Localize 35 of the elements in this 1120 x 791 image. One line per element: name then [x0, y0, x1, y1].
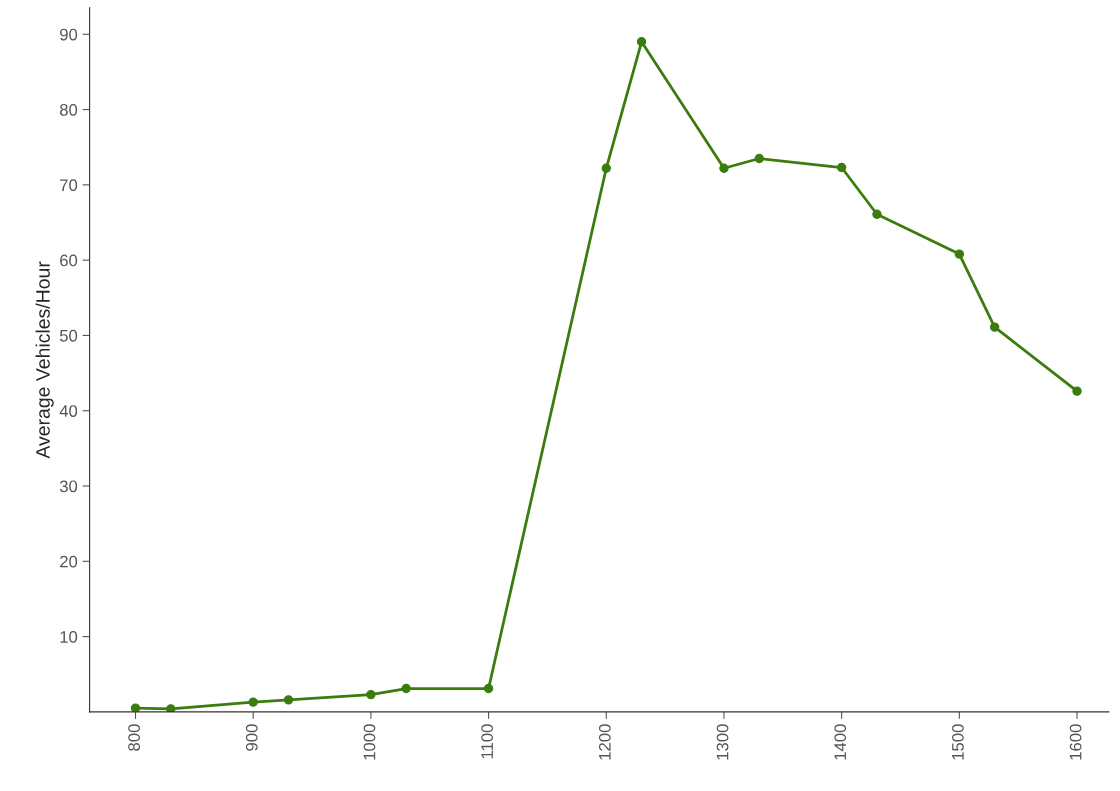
point — [401, 683, 411, 694]
y-axis-title: Average Vehicles/Hour — [35, 261, 54, 459]
y-tick-label: 60 — [60, 254, 78, 267]
x-tick-label: 1600 — [1069, 724, 1082, 760]
point — [836, 162, 847, 173]
x-tick-label: 1300 — [716, 724, 729, 760]
y-tick-label: 30 — [59, 480, 78, 493]
point — [989, 322, 1000, 332]
x-tick-label: 1100 — [481, 724, 494, 759]
point — [483, 683, 494, 694]
x-tick-label: 1000 — [363, 724, 376, 760]
point — [166, 704, 176, 712]
x-tick-label: 800 — [128, 724, 140, 751]
y-tick-label: 70 — [60, 179, 78, 192]
y-tick-label: 20 — [60, 555, 78, 568]
point — [954, 249, 965, 259]
point — [1072, 386, 1082, 396]
point — [366, 689, 376, 700]
x-tick-label: 1200 — [598, 724, 611, 760]
y-tick-label: 40 — [59, 405, 78, 417]
y-tick-label: 80 — [59, 103, 78, 116]
point — [872, 209, 882, 219]
point — [601, 163, 611, 173]
x-tick-label: 1500 — [952, 724, 964, 760]
point — [130, 703, 141, 712]
y-tick-label: 10 — [60, 631, 78, 643]
point — [719, 163, 729, 173]
point — [283, 695, 294, 705]
y-tick-label: 50 — [59, 329, 78, 342]
point — [248, 697, 258, 707]
x-tick-label: 1400 — [834, 724, 847, 760]
x-tick-label: 900 — [245, 724, 258, 751]
point — [754, 153, 764, 164]
y-tick-label: 90 — [60, 28, 78, 41]
point — [636, 37, 647, 47]
